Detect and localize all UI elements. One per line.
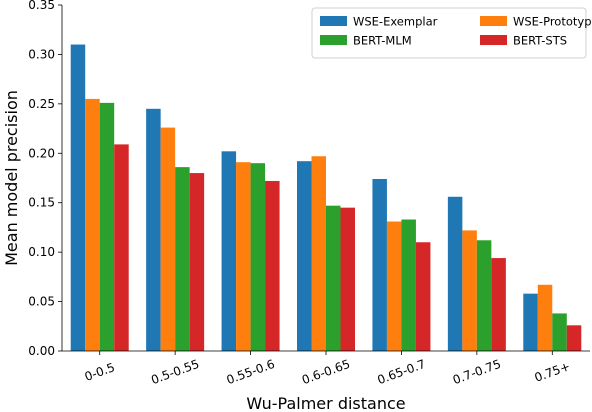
bar-wse-prototype-6 — [537, 284, 553, 351]
x-tick-label: 0.6-0.65 — [300, 357, 352, 387]
legend-item-wse-prototype: WSE-Prototype — [480, 15, 592, 29]
legend-swatch — [480, 16, 507, 26]
bar-bert-sts-4 — [415, 242, 431, 351]
y-tick-label: 0.25 — [28, 97, 55, 111]
legend-swatch — [320, 16, 347, 26]
bar-wse-prototype-1 — [160, 127, 176, 351]
bar-bert-sts-2 — [265, 180, 280, 351]
legend-swatch — [480, 35, 507, 45]
y-tick-label: 0.15 — [28, 196, 55, 210]
y-axis-label: Mean model precision — [2, 90, 21, 266]
bar-bert-sts-0 — [114, 144, 129, 351]
bar-bert-sts-3 — [340, 207, 355, 351]
bar-bert-mlm-2 — [250, 163, 266, 351]
legend-label: WSE-Exemplar — [353, 15, 438, 29]
y-tick-label: 0.00 — [28, 344, 55, 358]
legend-label: BERT-MLM — [353, 34, 412, 48]
legend-frame — [311, 7, 587, 59]
bar-bert-mlm-1 — [175, 167, 190, 351]
x-tick-label: 0.7-0.75 — [451, 357, 503, 387]
x-tick-label: 0-0.5 — [83, 360, 117, 384]
x-axis-label: Wu-Palmer distance — [246, 394, 405, 412]
legend: WSE-Exemplar WSE-Prototype BERT-MLM BERT-ST… — [311, 7, 592, 59]
bar-wse-prototype-0 — [85, 98, 100, 351]
bar-bert-mlm-4 — [401, 219, 416, 351]
y-tick-label: 0.20 — [28, 146, 55, 160]
bar-wse-exemplar-0 — [70, 44, 86, 351]
y-tick-label: 0.05 — [28, 295, 55, 309]
x-tick-label: 0.55-0.6 — [225, 357, 277, 387]
y-tick-label: 0.35 — [28, 0, 55, 12]
bar-wse-prototype-5 — [462, 230, 477, 351]
bar-wse-exemplar-4 — [372, 178, 387, 351]
legend-label: BERT-STS — [513, 34, 567, 48]
bar-wse-exemplar-5 — [447, 196, 463, 351]
bar-bert-mlm-0 — [99, 102, 115, 352]
y-tick-label: 0.30 — [28, 47, 55, 61]
legend-item-wse-exemplar: WSE-Exemplar — [320, 15, 438, 29]
bar-bert-mlm-3 — [326, 205, 341, 351]
bars-layer — [70, 44, 582, 352]
bar-bert-mlm-5 — [476, 240, 492, 351]
bar-wse-prototype-4 — [386, 221, 402, 351]
bar-bert-mlm-6 — [552, 313, 567, 351]
legend-swatch — [320, 35, 347, 45]
legend-item-bert-mlm: BERT-MLM — [320, 34, 412, 48]
y-tick-label: 0.10 — [28, 245, 55, 259]
legend-item-bert-sts: BERT-STS — [480, 34, 567, 48]
x-tick-label: 0.5-0.55 — [149, 357, 201, 387]
bar-wse-exemplar-1 — [146, 108, 161, 351]
bar-wse-exemplar-6 — [523, 293, 538, 351]
bar-wse-prototype-2 — [236, 162, 251, 351]
bar-wse-exemplar-3 — [297, 161, 312, 351]
bar-wse-exemplar-2 — [221, 151, 237, 351]
x-tick-label: 0.65-0.7 — [375, 357, 427, 387]
bar-bert-sts-5 — [491, 258, 506, 351]
legend-label: WSE-Prototype — [513, 15, 592, 29]
bar-wse-prototype-3 — [311, 156, 326, 351]
bar-bert-sts-1 — [189, 173, 205, 351]
bar-bert-sts-6 — [566, 325, 582, 351]
x-tick-label: 0.75+ — [533, 359, 572, 385]
